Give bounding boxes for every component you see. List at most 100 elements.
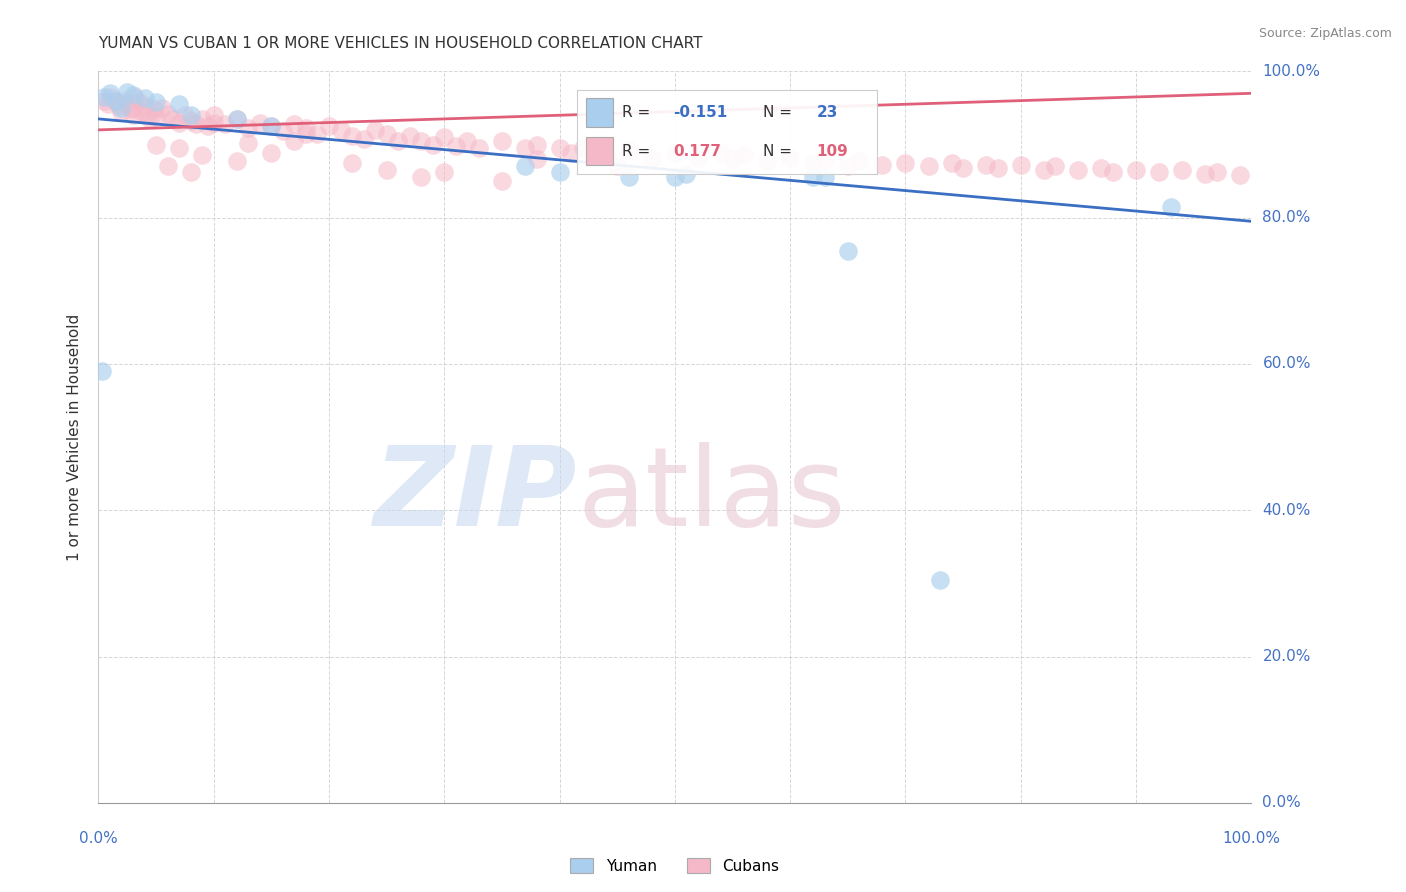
Text: N =: N =: [762, 144, 792, 159]
Point: [641, 151, 664, 165]
Point: [122, 108, 145, 122]
Point: [295, 127, 318, 141]
Point: [929, 573, 952, 587]
Point: [468, 141, 491, 155]
Text: atlas: atlas: [576, 442, 845, 549]
Point: [837, 160, 859, 174]
Text: 0.0%: 0.0%: [1263, 796, 1301, 810]
Point: [1125, 163, 1147, 178]
Point: [1090, 161, 1112, 175]
Point: [202, 108, 225, 122]
Point: [186, 117, 208, 131]
Point: [112, 94, 135, 108]
Point: [433, 165, 456, 179]
Legend: Yuman, Cubans: Yuman, Cubans: [564, 852, 786, 880]
Point: [941, 155, 963, 169]
Point: [249, 115, 271, 129]
Point: [974, 158, 997, 172]
Point: [917, 160, 939, 174]
Text: 20.0%: 20.0%: [1263, 649, 1310, 664]
Point: [513, 141, 536, 155]
Text: 100.0%: 100.0%: [1222, 830, 1281, 846]
Point: [375, 127, 398, 141]
Point: [952, 161, 974, 175]
Point: [271, 124, 294, 138]
Point: [98, 90, 121, 104]
Point: [104, 95, 127, 109]
Point: [1205, 165, 1227, 179]
Point: [110, 101, 132, 115]
FancyBboxPatch shape: [586, 136, 613, 165]
Point: [675, 167, 697, 181]
Point: [131, 104, 153, 119]
Text: R =: R =: [621, 144, 650, 159]
Point: [571, 141, 593, 155]
Point: [191, 112, 214, 126]
Text: ZIP: ZIP: [374, 442, 576, 549]
Text: Source: ZipAtlas.com: Source: ZipAtlas.com: [1258, 27, 1392, 40]
Point: [721, 152, 744, 166]
Point: [167, 141, 190, 155]
Point: [260, 119, 283, 133]
Point: [801, 170, 824, 185]
Point: [353, 131, 375, 145]
Point: [295, 121, 318, 136]
Point: [733, 148, 755, 162]
Point: [122, 103, 145, 117]
Point: [398, 128, 420, 143]
Point: [98, 87, 121, 101]
Point: [139, 112, 162, 126]
Point: [364, 123, 387, 137]
Point: [134, 99, 156, 113]
Point: [238, 136, 260, 150]
Text: -0.151: -0.151: [673, 105, 727, 120]
FancyBboxPatch shape: [586, 98, 613, 127]
Point: [135, 108, 157, 122]
Point: [156, 107, 179, 121]
Text: 100.0%: 100.0%: [1263, 64, 1320, 78]
Point: [197, 119, 219, 133]
Point: [595, 148, 617, 162]
Point: [283, 134, 305, 148]
Point: [872, 158, 894, 172]
Point: [444, 139, 467, 153]
Point: [134, 91, 156, 105]
Point: [756, 153, 779, 168]
Point: [779, 151, 801, 165]
Point: [108, 99, 131, 113]
Point: [491, 134, 513, 148]
Point: [1032, 163, 1054, 178]
Point: [202, 115, 225, 129]
Point: [93, 94, 115, 108]
Point: [124, 90, 146, 104]
Point: [1229, 168, 1251, 182]
Y-axis label: 1 or more Vehicles in Household: 1 or more Vehicles in Household: [67, 313, 83, 561]
Point: [167, 115, 190, 129]
Text: 0.0%: 0.0%: [79, 830, 118, 846]
Text: 23: 23: [817, 105, 838, 120]
Point: [1010, 158, 1032, 172]
Text: 0.177: 0.177: [673, 144, 721, 159]
Point: [283, 117, 305, 131]
Point: [814, 152, 837, 166]
Point: [1147, 165, 1170, 179]
Point: [1171, 163, 1194, 178]
Point: [93, 90, 115, 104]
Point: [340, 155, 363, 169]
Point: [180, 114, 202, 128]
Point: [120, 101, 142, 115]
Point: [411, 134, 433, 148]
Point: [526, 152, 548, 166]
Point: [433, 130, 456, 145]
Point: [97, 97, 120, 112]
Point: [987, 161, 1010, 175]
Point: [180, 108, 202, 122]
Point: [548, 165, 571, 179]
Point: [150, 101, 173, 115]
Point: [837, 244, 859, 258]
Point: [411, 170, 433, 185]
Point: [318, 119, 340, 133]
Text: R =: R =: [621, 105, 650, 120]
Point: [548, 141, 571, 155]
Point: [456, 134, 478, 148]
